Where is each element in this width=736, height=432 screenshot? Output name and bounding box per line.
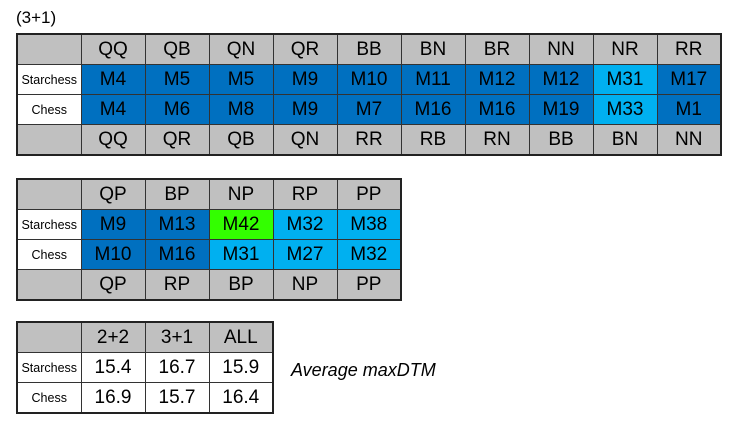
footer-row: QP RP BP NP PP [16, 269, 402, 301]
data-cell: M10 [80, 239, 146, 270]
data-cell: M27 [272, 239, 338, 270]
footer-cell: NP [272, 269, 338, 301]
footer-cell: BB [528, 124, 594, 156]
header-cell: ALL [208, 321, 274, 353]
data-cell: M13 [144, 209, 210, 240]
data-cell: M9 [272, 64, 338, 95]
header-cell: BP [144, 178, 210, 210]
footer-cell: RR [336, 124, 402, 156]
data-cell: M16 [400, 94, 466, 125]
row-label: Starchess [16, 352, 82, 383]
data-cell: 16.4 [208, 382, 274, 414]
data-row: Chess M4 M6 M8 M9 M7 M16 M16 M19 M33 M1 [16, 94, 722, 125]
header-cell: NR [592, 33, 658, 65]
footer-cell: QB [208, 124, 274, 156]
footer-cell: PP [336, 269, 402, 301]
corner-cell [16, 178, 82, 210]
data-cell: M6 [144, 94, 210, 125]
header-cell: BB [336, 33, 402, 65]
data-cell: M38 [336, 209, 402, 240]
data-cell: M31 [208, 239, 274, 270]
table: 2+2 3+1 ALL Starchess 15.4 16.7 15.9 Chess 16.9 1… [16, 321, 274, 414]
footer-cell: NN [656, 124, 722, 156]
data-cell: M17 [656, 64, 722, 95]
header-cell: QP [80, 178, 146, 210]
header-cell: QB [144, 33, 210, 65]
header-cell: RR [656, 33, 722, 65]
footer-cell: RP [144, 269, 210, 301]
corner-cell [16, 33, 82, 65]
data-cell: M5 [144, 64, 210, 95]
data-cell: M12 [528, 64, 594, 95]
data-cell: M31 [592, 64, 658, 95]
data-cell: M9 [80, 209, 146, 240]
header-cell: RP [272, 178, 338, 210]
footer-cell: RN [464, 124, 530, 156]
footer-row: QQ QR QB QN RR RB RN BB BN NN [16, 124, 722, 156]
row-label: Chess [16, 94, 82, 125]
header-row: QQ QB QN QR BB BN BR NN NR RR [16, 33, 722, 65]
data-cell: 15.4 [80, 352, 146, 383]
data-cell: 16.7 [144, 352, 210, 383]
footer-cell: QR [144, 124, 210, 156]
data-cell: M12 [464, 64, 530, 95]
data-cell: M32 [272, 209, 338, 240]
data-cell: M19 [528, 94, 594, 125]
footer-cell: QP [80, 269, 146, 301]
row-label: Chess [16, 382, 82, 414]
header-row: QP BP NP RP PP [16, 178, 402, 210]
header-row: 2+2 3+1 ALL [16, 321, 274, 353]
footer-cell: QQ [80, 124, 146, 156]
data-row: Starchess M4 M5 M5 M9 M10 M11 M12 M12 M31 M17 [16, 64, 722, 95]
header-cell: NP [208, 178, 274, 210]
row-label: Chess [16, 239, 82, 270]
data-cell: M7 [336, 94, 402, 125]
row-label: Starchess [16, 64, 82, 95]
header-cell: QN [208, 33, 274, 65]
data-cell: M11 [400, 64, 466, 95]
header-cell: BR [464, 33, 530, 65]
data-cell: M4 [80, 64, 146, 95]
data-cell: M5 [208, 64, 274, 95]
header-cell: 2+2 [80, 321, 146, 353]
data-row: Chess 16.9 15.7 16.4 [16, 382, 274, 414]
data-row: Starchess M9 M13 M42 M32 M38 [16, 209, 402, 240]
note: Average maxDTM [291, 360, 436, 380]
data-cell: M16 [464, 94, 530, 125]
header-cell: QR [272, 33, 338, 65]
data-cell: 15.7 [144, 382, 210, 414]
header-cell: BN [400, 33, 466, 65]
data-row: Chess M10 M16 M31 M27 M32 [16, 239, 402, 270]
table: QP BP NP RP PP Starchess M9 M13 M42 M32 M38 Chess M1… [16, 178, 402, 301]
data-cell: M16 [144, 239, 210, 270]
footer-cell: RB [400, 124, 466, 156]
data-cell: M33 [592, 94, 658, 125]
data-cell: M32 [336, 239, 402, 270]
corner-cell [16, 124, 82, 156]
data-cell: M9 [272, 94, 338, 125]
footer-cell: BN [592, 124, 658, 156]
table: QQ QB QN QR BB BN BR NN NR RR Starchess M4 M5 M5 M9 M10… [16, 33, 722, 156]
data-cell: M10 [336, 64, 402, 95]
corner-cell [16, 321, 82, 353]
header-cell: PP [336, 178, 402, 210]
footer-cell: BP [208, 269, 274, 301]
data-cell: M8 [208, 94, 274, 125]
data-cell: M42 [208, 209, 274, 240]
row-label: Starchess [16, 209, 82, 240]
header-cell: 3+1 [144, 321, 210, 353]
footer-cell: QN [272, 124, 338, 156]
header-cell: NN [528, 33, 594, 65]
data-cell: M4 [80, 94, 146, 125]
header-cell: QQ [80, 33, 146, 65]
corner-cell [16, 269, 82, 301]
caption: (3+1) [16, 8, 57, 27]
data-row: Starchess 15.4 16.7 15.9 [16, 352, 274, 383]
data-cell: M1 [656, 94, 722, 125]
data-cell: 15.9 [208, 352, 274, 383]
data-cell: 16.9 [80, 382, 146, 414]
